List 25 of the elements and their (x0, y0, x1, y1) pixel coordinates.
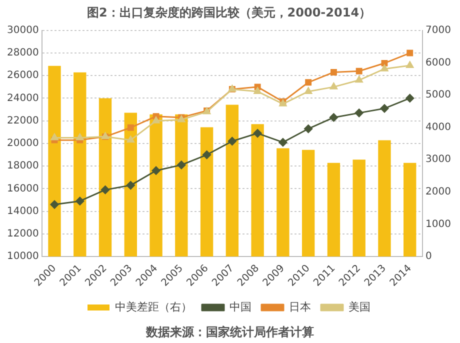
y-tick-label: 18000 (7, 160, 39, 172)
y-tick-label: 28000 (7, 48, 39, 59)
y-tick-label: 26000 (7, 70, 39, 82)
y2-tick-label: 6000 (426, 57, 452, 68)
y-tick-label: 16000 (7, 183, 39, 194)
y-tick-label: 22000 (7, 115, 39, 126)
y2-tick-label: 1000 (426, 218, 452, 230)
y2-tick-label: 5000 (426, 90, 452, 101)
legend-label: 中美差距（右） (115, 300, 192, 314)
y2-tick-label: 3000 (426, 154, 452, 166)
y-tick-label: 14000 (7, 206, 39, 217)
y2-tick-label: 7000 (426, 24, 452, 36)
chart-title: 图2：出口复杂度的跨国比较（美元，2000-2014） (86, 5, 372, 20)
y-tick-label: 12000 (7, 228, 39, 240)
y-tick-label: 30000 (7, 24, 39, 36)
y-tick-label: 24000 (7, 92, 39, 104)
y2-tick-label: 4000 (426, 122, 452, 133)
legend-label: 中国 (230, 300, 252, 314)
legend-label: 美国 (348, 300, 370, 314)
y-tick-label: 20000 (7, 138, 39, 150)
y2-tick-label: 2000 (426, 186, 452, 198)
y2-tick-label: 0 (426, 251, 432, 262)
legend-label: 日本 (289, 300, 311, 314)
source-note: 数据来源：国家统计局作者计算 (145, 325, 314, 340)
y-tick-label: 10000 (7, 251, 39, 262)
